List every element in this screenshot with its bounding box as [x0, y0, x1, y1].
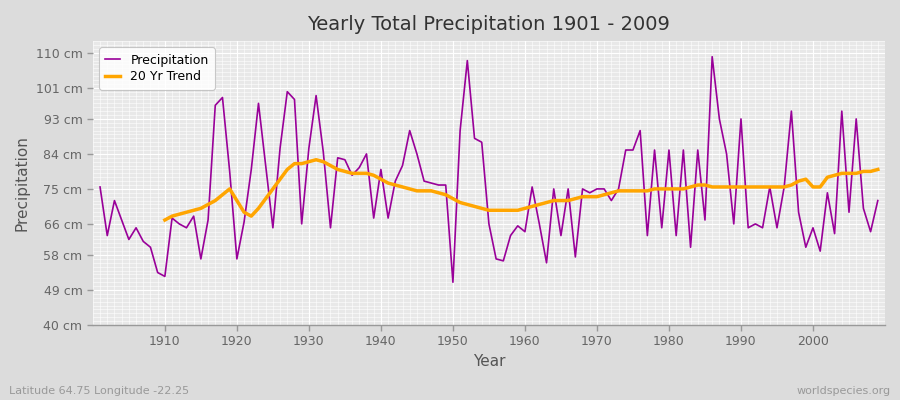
Precipitation [152, 270, 163, 275]
20 Yr Trend [591, 194, 602, 199]
Precipitation [354, 165, 364, 170]
Precipitation [706, 54, 717, 59]
Y-axis label: Precipitation: Precipitation [15, 135, 30, 231]
20 Yr Trend [310, 157, 321, 162]
Precipitation [526, 184, 537, 189]
Text: Latitude 64.75 Longitude -22.25: Latitude 64.75 Longitude -22.25 [9, 386, 189, 396]
Precipitation [94, 184, 105, 189]
Precipitation [519, 229, 530, 234]
20 Yr Trend [872, 167, 883, 172]
Legend: Precipitation, 20 Yr Trend: Precipitation, 20 Yr Trend [99, 47, 215, 90]
20 Yr Trend [822, 175, 832, 180]
Line: 20 Yr Trend: 20 Yr Trend [165, 160, 878, 220]
Precipitation [613, 186, 624, 191]
Precipitation [872, 198, 883, 203]
20 Yr Trend [159, 218, 170, 222]
Title: Yearly Total Precipitation 1901 - 2009: Yearly Total Precipitation 1901 - 2009 [308, 15, 670, 34]
X-axis label: Year: Year [472, 354, 505, 369]
20 Yr Trend [296, 161, 307, 166]
20 Yr Trend [843, 171, 854, 176]
20 Yr Trend [534, 202, 544, 207]
Line: Precipitation: Precipitation [100, 57, 878, 282]
Precipitation [310, 93, 321, 98]
20 Yr Trend [332, 167, 343, 172]
Text: worldspecies.org: worldspecies.org [796, 386, 891, 396]
Precipitation [447, 280, 458, 285]
